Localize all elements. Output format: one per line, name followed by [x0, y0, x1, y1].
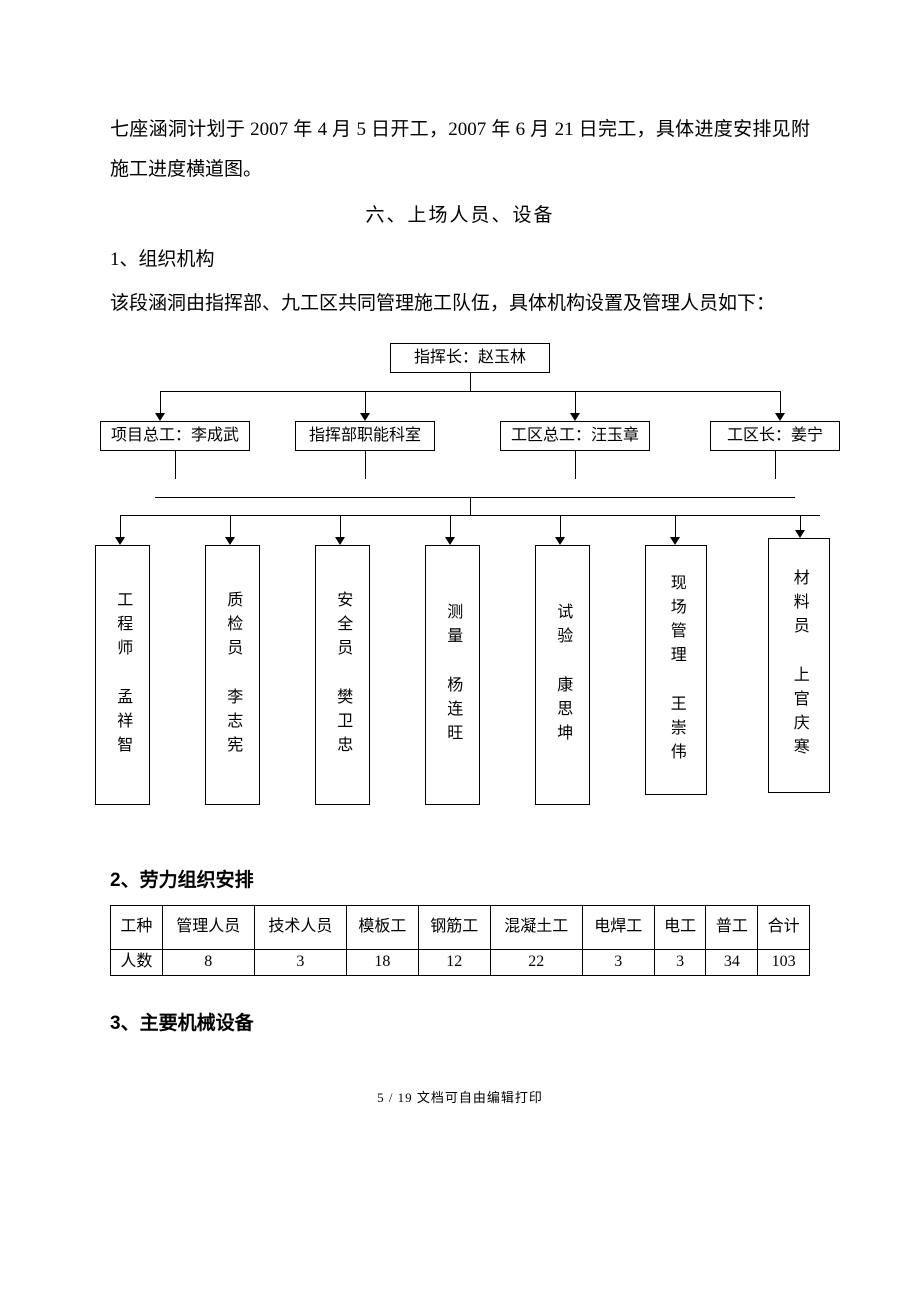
subheading-labor: 2、劳力组织安排	[110, 861, 810, 901]
chart-bottom-box-1: 质检员 李志宪	[205, 545, 260, 805]
page-footer: 5 / 19 文档可自由编辑打印	[110, 1084, 810, 1111]
chart-mid-box-3: 工区长：姜宁	[710, 421, 840, 451]
chart-bottom-box-6: 材料员 上官庆寒	[768, 538, 830, 793]
td-3: 12	[418, 950, 490, 976]
th-9: 合计	[758, 906, 810, 950]
arrow-icon	[335, 537, 345, 545]
chart-bottom-box-4: 试验 康思坤	[535, 545, 590, 805]
section-title: 六、上场人员、设备	[110, 196, 810, 236]
chart-bottom-box-0: 工程师 孟祥智	[95, 545, 150, 805]
td-8: 103	[758, 950, 810, 976]
paragraph-2: 该段涵洞由指挥部、九工区共同管理施工队伍，具体机构设置及管理人员如下：	[110, 284, 810, 324]
th-4: 钢筋工	[418, 906, 490, 950]
th-6: 电焊工	[582, 906, 654, 950]
org-chart: 指挥长：赵玉林 项目总工：李成武 指挥部职能科室 工区总工：汪玉章 工区长：姜宁…	[100, 343, 840, 843]
arrow-icon	[360, 413, 370, 421]
td-1: 3	[254, 950, 346, 976]
chart-mid-box-0: 项目总工：李成武	[100, 421, 250, 451]
td-2: 18	[346, 950, 418, 976]
chart-mid-box-1: 指挥部职能科室	[295, 421, 435, 451]
subheading-equipment: 3、主要机械设备	[110, 1004, 810, 1044]
chart-mid-box-2: 工区总工：汪玉章	[500, 421, 650, 451]
arrow-icon	[670, 537, 680, 545]
chart-top-box: 指挥长：赵玉林	[390, 343, 550, 373]
td-6: 3	[654, 950, 706, 976]
chart-bottom-box-2: 安全员 樊卫忠	[315, 545, 370, 805]
chart-bottom-box-5: 现场管理 王崇伟	[645, 545, 707, 795]
th-3: 模板工	[346, 906, 418, 950]
arrow-icon	[225, 537, 235, 545]
subheading-org: 1、组织机构	[110, 240, 810, 280]
paragraph-1: 七座涵洞计划于 2007 年 4 月 5 日开工，2007 年 6 月 21 日…	[110, 110, 810, 190]
th-0: 工种	[111, 906, 163, 950]
td-4: 22	[490, 950, 582, 976]
th-2: 技术人员	[254, 906, 346, 950]
arrow-icon	[775, 413, 785, 421]
th-8: 普工	[706, 906, 758, 950]
arrow-icon	[445, 537, 455, 545]
arrow-icon	[570, 413, 580, 421]
arrow-icon	[795, 530, 805, 538]
th-1: 管理人员	[162, 906, 254, 950]
td-5: 3	[582, 950, 654, 976]
arrow-icon	[555, 537, 565, 545]
td-label: 人数	[111, 950, 163, 976]
td-0: 8	[162, 950, 254, 976]
arrow-icon	[155, 413, 165, 421]
th-7: 电工	[654, 906, 706, 950]
labor-table: 工种 管理人员 技术人员 模板工 钢筋工 混凝土工 电焊工 电工 普工 合计 人…	[110, 905, 810, 976]
chart-bottom-box-3: 测量 杨连旺	[425, 545, 480, 805]
arrow-icon	[115, 537, 125, 545]
th-5: 混凝土工	[490, 906, 582, 950]
table-row-values: 人数 8 3 18 12 22 3 3 34 103	[111, 950, 810, 976]
table-row-header: 工种 管理人员 技术人员 模板工 钢筋工 混凝土工 电焊工 电工 普工 合计	[111, 906, 810, 950]
td-7: 34	[706, 950, 758, 976]
